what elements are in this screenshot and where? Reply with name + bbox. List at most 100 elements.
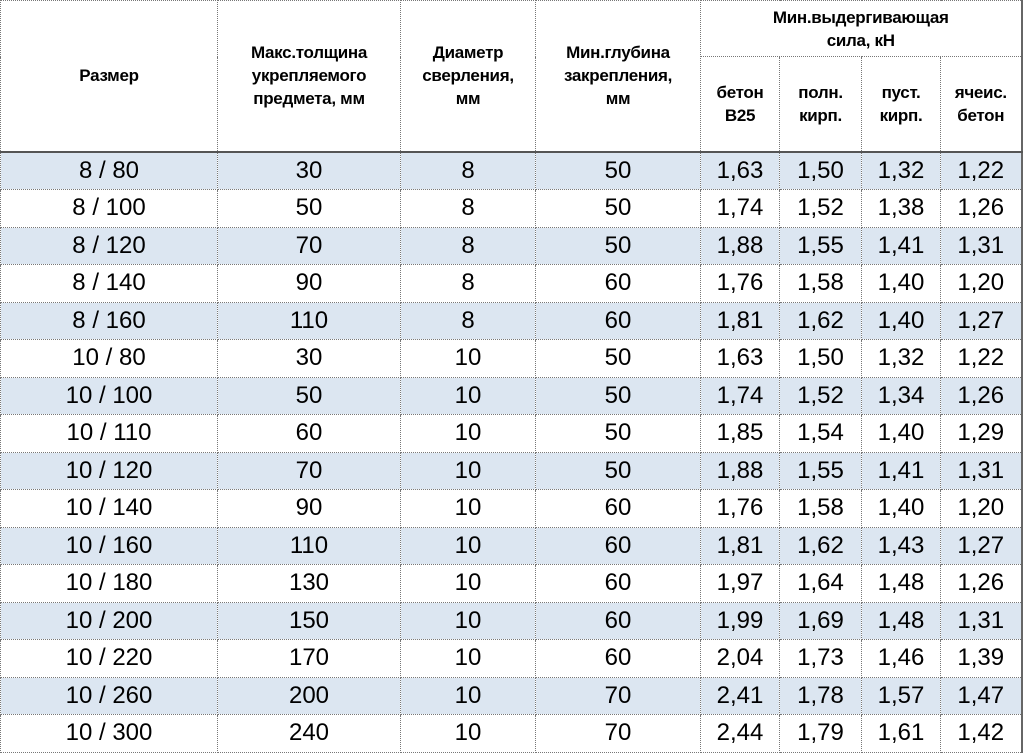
table-cell: 90: [217, 489, 401, 528]
table-cell: 60: [535, 301, 701, 340]
header-material-3: ячеис. бетон: [939, 56, 1023, 153]
table-row: 10 / 200 150 10 60 1,99 1,69 1,48 1,31: [0, 601, 1023, 640]
table-row: 10 / 140 90 10 60 1,76 1,58 1,40 1,20: [0, 489, 1023, 528]
table-cell: 110: [217, 526, 401, 565]
table-cell: 1,99: [700, 601, 780, 640]
table-row: 8 / 160 110 8 60 1,81 1,62 1,40 1,27: [0, 301, 1023, 340]
table-cell: 8 / 160: [0, 301, 218, 340]
table-row: 10 / 300 240 10 70 2,44 1,79 1,61 1,42: [0, 714, 1023, 753]
table-cell: 10 / 180: [0, 564, 218, 603]
table-cell: 50: [535, 226, 701, 265]
table-cell: 10: [400, 451, 536, 490]
table-cell: 1,20: [939, 489, 1023, 528]
table-row: 10 / 160 110 10 60 1,81 1,62 1,43 1,27: [0, 526, 1023, 565]
table-cell: 1,62: [779, 301, 862, 340]
table-cell: 50: [535, 414, 701, 453]
table-cell: 1,73: [779, 639, 862, 678]
table-cell: 10: [400, 376, 536, 415]
table-cell: 10 / 100: [0, 376, 218, 415]
table-row: 10 / 220 170 10 60 2,04 1,73 1,46 1,39: [0, 639, 1023, 678]
table-cell: 170: [217, 639, 401, 678]
table-cell: 1,63: [700, 151, 780, 190]
table-cell: 240: [217, 714, 401, 753]
table-cell: 10: [400, 339, 536, 378]
table-cell: 10 / 220: [0, 639, 218, 678]
table-cell: 10 / 140: [0, 489, 218, 528]
table-cell: 1,31: [939, 451, 1023, 490]
table-row: 10 / 110 60 10 50 1,85 1,54 1,40 1,29: [0, 414, 1023, 453]
table-cell: 1,76: [700, 489, 780, 528]
table-cell: 1,32: [861, 151, 941, 190]
table-cell: 2,41: [700, 676, 780, 715]
table-cell: 1,61: [861, 714, 941, 753]
table-cell: 30: [217, 339, 401, 378]
table-cell: 1,88: [700, 451, 780, 490]
table-cell: 1,69: [779, 601, 862, 640]
table-cell: 1,26: [939, 564, 1023, 603]
table-cell: 50: [217, 376, 401, 415]
table-cell: 1,76: [700, 264, 780, 303]
table-cell: 10 / 80: [0, 339, 218, 378]
table-cell: 8 / 100: [0, 189, 218, 228]
table-cell: 1,74: [700, 376, 780, 415]
table-row: 8 / 140 90 8 60 1,76 1,58 1,40 1,20: [0, 264, 1023, 303]
table-cell: 1,74: [700, 189, 780, 228]
table-cell: 10 / 120: [0, 451, 218, 490]
table-cell: 10: [400, 414, 536, 453]
table-cell: 200: [217, 676, 401, 715]
table-cell: 1,55: [779, 451, 862, 490]
header-max-thickness: Макс.толщина укрепляемого предмета, мм: [217, 0, 401, 153]
header-material-0: бетон В25: [700, 56, 780, 153]
header-pullout-force: Мин.выдергивающая сила, кН: [699, 0, 1023, 57]
table-row: 10 / 180 130 10 60 1,97 1,64 1,48 1,26: [0, 564, 1023, 603]
table-cell: 8: [400, 189, 536, 228]
table-row: 8 / 80 30 8 50 1,63 1,50 1,32 1,22: [0, 151, 1023, 190]
table-cell: 1,85: [700, 414, 780, 453]
table-cell: 1,48: [861, 601, 941, 640]
table-cell: 10 / 110: [0, 414, 218, 453]
table-cell: 1,88: [700, 226, 780, 265]
table-cell: 10 / 260: [0, 676, 218, 715]
table-cell: 1,57: [861, 676, 941, 715]
table-cell: 1,27: [939, 526, 1023, 565]
table-cell: 1,27: [939, 301, 1023, 340]
table-cell: 130: [217, 564, 401, 603]
table-cell: 2,04: [700, 639, 780, 678]
table-cell: 150: [217, 601, 401, 640]
table-cell: 1,29: [939, 414, 1023, 453]
table-cell: 1,50: [779, 151, 862, 190]
header-drill-diameter: Диаметр сверления, мм: [400, 0, 536, 153]
table-row: 8 / 120 70 8 50 1,88 1,55 1,41 1,31: [0, 226, 1023, 265]
table-cell: 1,22: [939, 339, 1023, 378]
table-cell: 60: [535, 564, 701, 603]
table-cell: 1,40: [861, 301, 941, 340]
table-cell: 70: [217, 226, 401, 265]
table-cell: 10: [400, 564, 536, 603]
table-cell: 8: [400, 226, 536, 265]
table-cell: 50: [535, 151, 701, 190]
table-cell: 70: [535, 714, 701, 753]
table-cell: 1,63: [700, 339, 780, 378]
table-cell: 1,40: [861, 264, 941, 303]
header-material-2: пуст. кирп.: [861, 56, 941, 153]
table-cell: 1,26: [939, 376, 1023, 415]
table-cell: 8 / 140: [0, 264, 218, 303]
table-cell: 1,97: [700, 564, 780, 603]
table-cell: 10: [400, 714, 536, 753]
table-cell: 1,50: [779, 339, 862, 378]
table-cell: 60: [535, 264, 701, 303]
table-cell: 30: [217, 151, 401, 190]
table-cell: 1,42: [939, 714, 1023, 753]
table-cell: 60: [535, 526, 701, 565]
table-row: 10 / 100 50 10 50 1,74 1,52 1,34 1,26: [0, 376, 1023, 415]
table-cell: 110: [217, 301, 401, 340]
table-cell: 1,39: [939, 639, 1023, 678]
table-cell: 1,52: [779, 376, 862, 415]
table-cell: 10 / 160: [0, 526, 218, 565]
table-cell: 10 / 300: [0, 714, 218, 753]
table-cell: 8 / 80: [0, 151, 218, 190]
table-cell: 1,78: [779, 676, 862, 715]
table-cell: 8: [400, 151, 536, 190]
table-cell: 1,26: [939, 189, 1023, 228]
